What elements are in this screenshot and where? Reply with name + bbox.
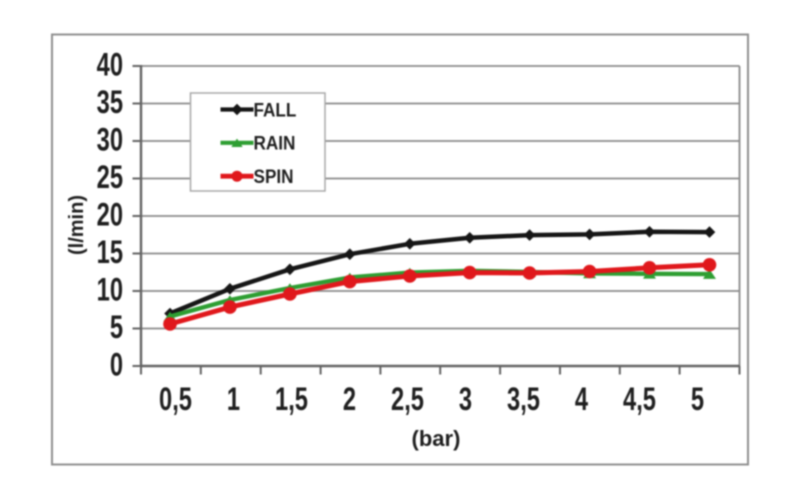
svg-text:40: 40 <box>97 47 123 82</box>
svg-text:5: 5 <box>110 310 123 345</box>
svg-text:0: 0 <box>110 347 123 382</box>
svg-text:20: 20 <box>97 197 123 232</box>
svg-text:(l/min): (l/min) <box>66 195 88 255</box>
svg-text:2,5: 2,5 <box>391 382 424 417</box>
svg-text:3: 3 <box>459 382 472 417</box>
svg-text:1,5: 1,5 <box>275 382 308 417</box>
svg-text:FALL: FALL <box>254 98 297 120</box>
svg-text:2: 2 <box>343 382 356 417</box>
svg-text:5: 5 <box>691 382 704 417</box>
svg-text:4,5: 4,5 <box>623 382 656 417</box>
svg-text:(bar): (bar) <box>412 426 461 451</box>
svg-text:RAIN: RAIN <box>254 132 296 154</box>
svg-text:30: 30 <box>97 122 123 157</box>
svg-text:0,5: 0,5 <box>159 382 192 417</box>
svg-text:4: 4 <box>575 382 588 417</box>
svg-text:25: 25 <box>97 160 123 195</box>
svg-text:SPIN: SPIN <box>254 165 294 187</box>
svg-text:10: 10 <box>97 272 123 307</box>
svg-text:1: 1 <box>227 382 240 417</box>
svg-text:3,5: 3,5 <box>507 382 540 417</box>
svg-text:35: 35 <box>97 85 123 120</box>
svg-text:15: 15 <box>97 235 123 270</box>
